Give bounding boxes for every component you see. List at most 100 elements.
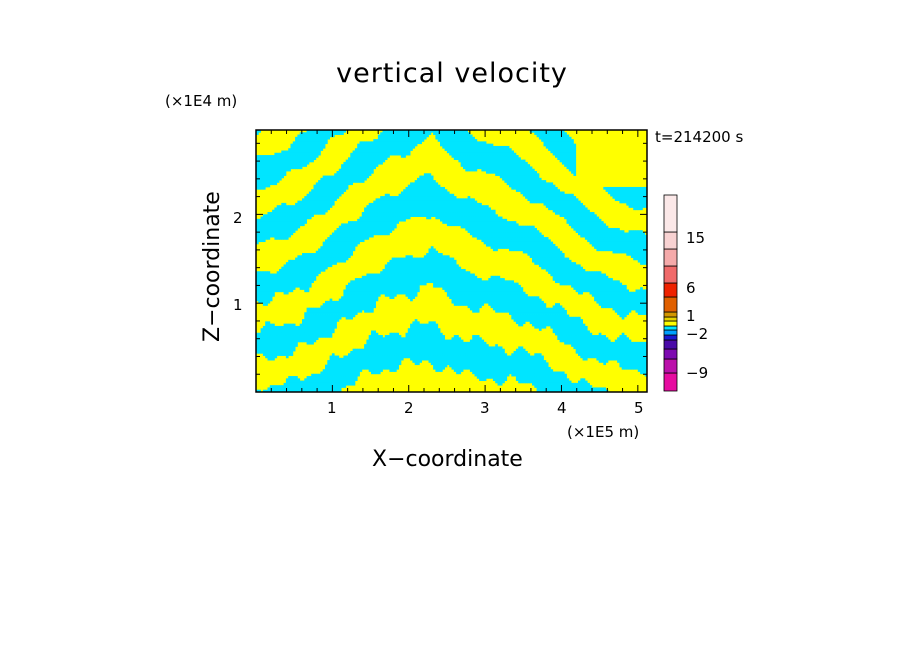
field-cell xyxy=(490,166,494,170)
field-cell xyxy=(442,202,445,206)
field-cell xyxy=(352,230,356,233)
field-cell xyxy=(603,248,606,252)
field-cell xyxy=(352,159,356,163)
field-cell xyxy=(564,136,567,140)
field-cell xyxy=(407,148,411,151)
field-cell xyxy=(614,234,618,238)
field-cell xyxy=(467,196,471,199)
field-cell xyxy=(456,214,459,217)
field-cell xyxy=(359,180,363,183)
field-cell xyxy=(444,266,448,270)
field-cell xyxy=(442,257,445,261)
field-cell xyxy=(481,150,485,154)
field-cell xyxy=(559,257,563,261)
field-cell xyxy=(456,155,459,158)
field-cell xyxy=(490,150,494,154)
field-cell xyxy=(375,209,379,213)
field-cell xyxy=(389,268,393,272)
field-cell xyxy=(495,157,498,161)
field-cell xyxy=(541,184,544,188)
field-cell xyxy=(552,268,556,272)
field-cell xyxy=(559,136,563,140)
field-cell xyxy=(398,134,402,138)
field-cell xyxy=(403,202,406,206)
field-cell xyxy=(559,145,563,149)
field-cell xyxy=(262,221,266,224)
field-cell xyxy=(375,143,379,147)
field-cell xyxy=(285,230,289,233)
field-cell xyxy=(348,237,351,240)
field-cell xyxy=(371,214,374,217)
field-cell xyxy=(359,173,363,176)
field-cell xyxy=(338,225,342,229)
field-cell xyxy=(331,184,335,188)
field-cell xyxy=(352,221,356,224)
field-cell xyxy=(499,225,503,229)
field-cell xyxy=(423,200,427,204)
field-cell xyxy=(463,223,466,227)
field-cell xyxy=(304,262,307,265)
field-cell xyxy=(279,271,282,274)
field-cell xyxy=(348,246,351,249)
field-cell xyxy=(548,202,551,206)
field-cell xyxy=(472,143,475,147)
field-cell xyxy=(499,246,503,249)
field-cell xyxy=(428,214,432,217)
field-cell xyxy=(495,155,498,158)
field-cell xyxy=(387,227,390,231)
field-cell xyxy=(430,193,434,197)
field-cell xyxy=(327,134,330,138)
field-cell xyxy=(555,248,558,252)
field-cell xyxy=(626,234,629,238)
field-cell xyxy=(518,171,521,174)
field-cell xyxy=(299,152,303,156)
field-cell xyxy=(391,198,395,202)
field-cell xyxy=(279,212,282,215)
field-cell xyxy=(463,130,466,133)
field-cell xyxy=(490,168,494,172)
field-cell xyxy=(400,139,404,142)
field-cell xyxy=(504,155,508,158)
field-cell xyxy=(506,180,510,183)
field-cell xyxy=(382,271,386,274)
field-cell xyxy=(398,202,402,206)
field-cell xyxy=(405,141,409,145)
field-cell xyxy=(515,180,519,183)
field-cell xyxy=(509,159,512,163)
field-cell xyxy=(460,130,464,133)
field-cell xyxy=(419,209,422,213)
field-cell xyxy=(451,196,455,199)
field-cell xyxy=(398,207,402,211)
field-cell xyxy=(384,232,388,236)
field-cell xyxy=(548,196,551,199)
field-cell xyxy=(258,221,261,224)
field-cell xyxy=(377,141,381,145)
field-cell xyxy=(428,191,432,195)
field-cell xyxy=(476,230,480,233)
field-cell xyxy=(345,168,349,172)
field-cell xyxy=(343,130,347,133)
field-cell xyxy=(400,264,404,268)
field-cell xyxy=(295,268,298,272)
field-cell xyxy=(474,207,478,211)
field-cell xyxy=(274,234,278,238)
field-cell xyxy=(267,155,271,158)
field-cell xyxy=(525,168,528,172)
field-cell xyxy=(492,168,496,172)
field-cell xyxy=(536,177,540,181)
field-cell xyxy=(465,218,468,222)
field-cell xyxy=(474,214,478,217)
field-cell xyxy=(635,189,639,192)
field-cell xyxy=(456,148,459,151)
field-cell xyxy=(446,221,450,224)
field-cell xyxy=(285,209,289,213)
field-cell xyxy=(272,273,275,277)
field-cell xyxy=(272,171,275,174)
field-cell xyxy=(561,268,565,272)
field-cell xyxy=(313,264,317,268)
field-cell xyxy=(628,230,632,233)
field-cell xyxy=(354,232,358,236)
field-cell xyxy=(260,234,264,238)
field-cell xyxy=(295,136,298,140)
field-cell xyxy=(534,241,537,245)
